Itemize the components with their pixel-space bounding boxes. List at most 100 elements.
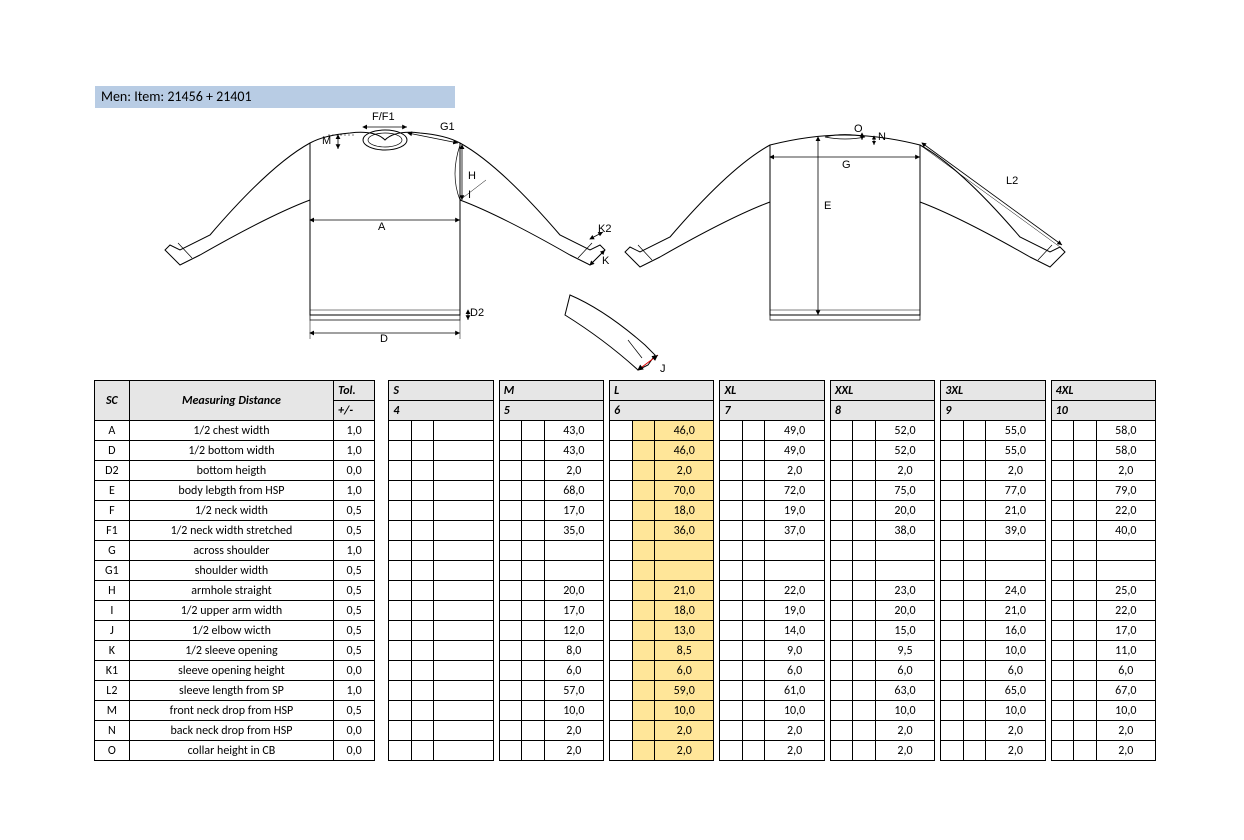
cell-spacer — [522, 741, 544, 761]
cell-spacer — [499, 641, 521, 661]
gap — [375, 461, 389, 481]
cell-val — [434, 461, 493, 481]
cell-val: 11,0 — [1096, 641, 1155, 661]
cell-spacer — [830, 441, 852, 461]
cell-val: 43,0 — [544, 421, 603, 441]
cell-spacer — [963, 461, 985, 481]
cell-spacer — [1074, 721, 1096, 741]
cell-val: 10,0 — [655, 701, 714, 721]
cell-spacer — [1074, 421, 1096, 441]
cell-val — [434, 621, 493, 641]
cell-spacer — [830, 541, 852, 561]
col-size-S: S — [389, 381, 493, 401]
cell-sc: G — [95, 541, 130, 561]
cell-sc: A — [95, 421, 130, 441]
cell-spacer — [853, 481, 875, 501]
diagram-back — [610, 115, 1070, 375]
cell-sc: L2 — [95, 681, 130, 701]
table-row: Mfront neck drop from HSP0,510,010,010,0… — [95, 701, 1156, 721]
cell-name: armhole straight — [129, 581, 333, 601]
cell-spacer — [632, 541, 654, 561]
col-sizenum-XL: 7 — [720, 401, 824, 421]
table-row: Nback neck drop from HSP0,02,02,02,02,02… — [95, 721, 1156, 741]
cell-spacer — [742, 681, 764, 701]
cell-val: 21,0 — [986, 601, 1045, 621]
page-title: Men: Item: 21456 + 21401 — [95, 86, 455, 108]
cell-spacer — [1051, 441, 1073, 461]
cell-val: 19,0 — [765, 601, 824, 621]
cell-spacer — [720, 621, 742, 641]
cell-spacer — [963, 481, 985, 501]
cell-spacer — [720, 481, 742, 501]
cell-spacer — [499, 721, 521, 741]
table-row: K1sleeve opening height0,06,06,06,06,06,… — [95, 661, 1156, 681]
cell-spacer — [389, 621, 411, 641]
cell-spacer — [941, 441, 963, 461]
cell-spacer — [499, 441, 521, 461]
cell-spacer — [499, 621, 521, 641]
table-row: L2sleeve length from SP1,057,059,061,063… — [95, 681, 1156, 701]
gap — [375, 381, 389, 421]
gap — [375, 601, 389, 621]
cell-val: 57,0 — [544, 681, 603, 701]
cell-spacer — [963, 701, 985, 721]
cell-sc: K1 — [95, 661, 130, 681]
cell-spacer — [389, 441, 411, 461]
cell-spacer — [941, 681, 963, 701]
cell-spacer — [610, 721, 632, 741]
col-sizenum-L: 6 — [610, 401, 714, 421]
cell-spacer — [522, 421, 544, 441]
table-row: Harmhole straight0,520,021,022,023,024,0… — [95, 581, 1156, 601]
cell-spacer — [720, 741, 742, 761]
cell-spacer — [499, 521, 521, 541]
cell-val — [875, 541, 934, 561]
col-sizenum-M: 5 — [499, 401, 603, 421]
cell-spacer — [411, 521, 433, 541]
cell-val: 2,0 — [544, 741, 603, 761]
cell-spacer — [853, 701, 875, 721]
cell-spacer — [499, 461, 521, 481]
cell-val: 65,0 — [986, 681, 1045, 701]
cell-val: 68,0 — [544, 481, 603, 501]
cell-val: 38,0 — [875, 521, 934, 541]
table-row: I1/2 upper arm width0,517,018,019,020,02… — [95, 601, 1156, 621]
cell-val: 8,0 — [544, 641, 603, 661]
cell-val — [434, 741, 493, 761]
gap — [375, 721, 389, 741]
cell-spacer — [1074, 681, 1096, 701]
cell-spacer — [632, 681, 654, 701]
gap — [375, 501, 389, 521]
cell-name: 1/2 neck width — [129, 501, 333, 521]
cell-val: 2,0 — [875, 461, 934, 481]
cell-val: 46,0 — [655, 441, 714, 461]
cell-spacer — [1074, 461, 1096, 481]
table-row: D1/2 bottom width1,043,046,049,052,055,0… — [95, 441, 1156, 461]
cell-spacer — [963, 681, 985, 701]
cell-val — [434, 421, 493, 441]
cell-val: 52,0 — [875, 421, 934, 441]
cell-spacer — [411, 641, 433, 661]
cell-spacer — [1051, 461, 1073, 481]
cell-spacer — [830, 501, 852, 521]
cell-spacer — [830, 601, 852, 621]
cell-spacer — [610, 421, 632, 441]
cell-spacer — [963, 641, 985, 661]
cell-spacer — [720, 641, 742, 661]
cell-spacer — [389, 601, 411, 621]
cell-spacer — [389, 681, 411, 701]
table-row: Gacross shoulder1,0 — [95, 541, 1156, 561]
cell-val — [434, 721, 493, 741]
cell-spacer — [522, 481, 544, 501]
label-d2: D2 — [470, 307, 484, 319]
cell-spacer — [1051, 501, 1073, 521]
cell-spacer — [963, 541, 985, 561]
cell-val — [434, 601, 493, 621]
cell-spacer — [1051, 681, 1073, 701]
col-tol-bot: +/- — [334, 401, 375, 421]
cell-spacer — [941, 701, 963, 721]
cell-spacer — [632, 661, 654, 681]
cell-spacer — [1074, 741, 1096, 761]
cell-val — [434, 701, 493, 721]
cell-spacer — [830, 681, 852, 701]
cell-spacer — [1074, 601, 1096, 621]
